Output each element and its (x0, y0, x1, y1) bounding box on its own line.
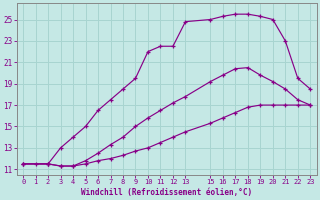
X-axis label: Windchill (Refroidissement éolien,°C): Windchill (Refroidissement éolien,°C) (81, 188, 252, 197)
